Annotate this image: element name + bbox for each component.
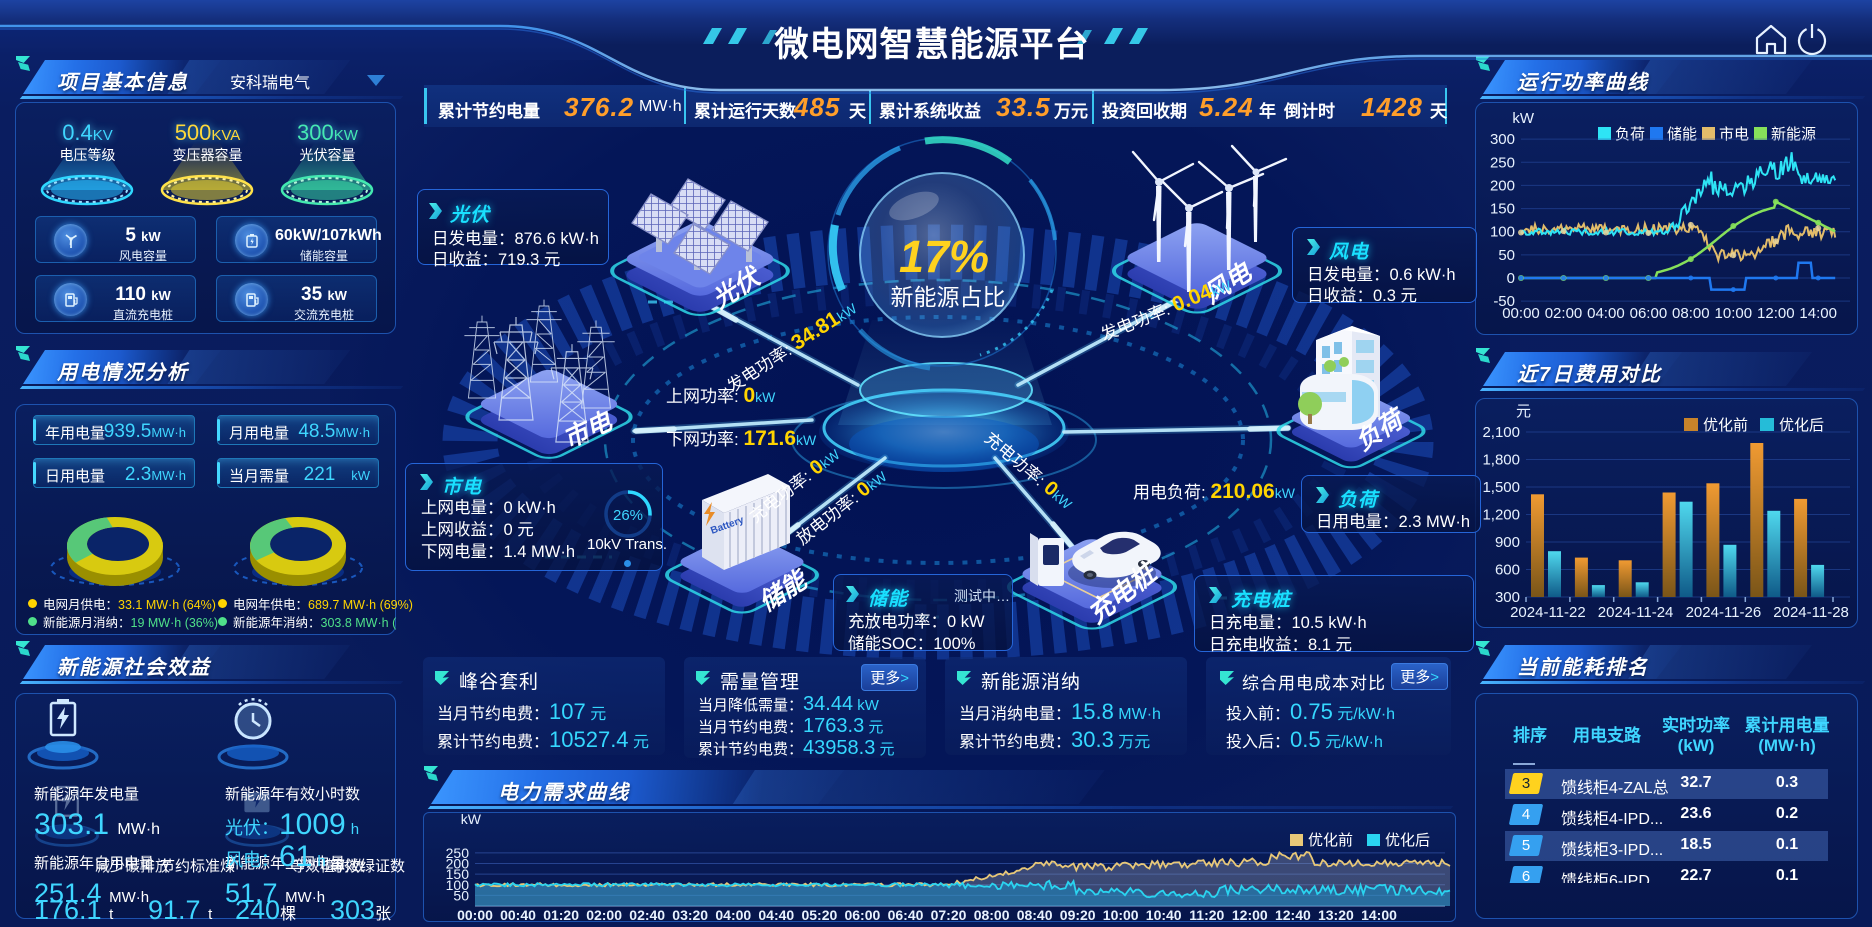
svg-text:10:00: 10:00 bbox=[1715, 305, 1753, 322]
svg-text:10:40: 10:40 bbox=[1146, 907, 1182, 922]
svg-text:01:20: 01:20 bbox=[543, 907, 579, 922]
svg-text:优化前: 优化前 bbox=[1308, 832, 1353, 849]
svg-text:元: 元 bbox=[1516, 403, 1531, 420]
svg-text:00:00: 00:00 bbox=[1502, 305, 1540, 322]
svg-text:2024-11-26: 2024-11-26 bbox=[1686, 604, 1762, 621]
svg-text:下网功率: 171.6kW: 下网功率: 171.6kW bbox=[666, 427, 817, 450]
svg-text:05:20: 05:20 bbox=[801, 907, 837, 922]
svg-text:08:00: 08:00 bbox=[974, 907, 1010, 922]
svg-text:300: 300 bbox=[1495, 589, 1520, 606]
svg-text:-50: -50 bbox=[1493, 293, 1515, 310]
svg-text:150: 150 bbox=[446, 866, 470, 882]
svg-text:100: 100 bbox=[446, 877, 470, 893]
svg-text:200: 200 bbox=[1490, 177, 1515, 194]
svg-text:用电负荷: 210.06kW: 用电负荷: 210.06kW bbox=[1133, 480, 1296, 503]
svg-text:2024-11-22: 2024-11-22 bbox=[1510, 604, 1586, 621]
svg-text:13:20: 13:20 bbox=[1318, 907, 1354, 922]
svg-text:11:20: 11:20 bbox=[1189, 907, 1224, 922]
svg-text:600: 600 bbox=[1495, 562, 1520, 579]
svg-text:优化后: 优化后 bbox=[1779, 417, 1824, 434]
svg-text:06:40: 06:40 bbox=[888, 907, 924, 922]
svg-text:900: 900 bbox=[1495, 534, 1520, 551]
svg-text:04:40: 04:40 bbox=[758, 907, 794, 922]
svg-text:50: 50 bbox=[1498, 247, 1515, 264]
svg-text:150: 150 bbox=[1490, 201, 1515, 218]
svg-text:12:00: 12:00 bbox=[1232, 907, 1268, 922]
svg-text:00:40: 00:40 bbox=[500, 907, 536, 922]
svg-text:02:00: 02:00 bbox=[1545, 305, 1583, 322]
svg-text:08:00: 08:00 bbox=[1672, 305, 1710, 322]
svg-text:kW: kW bbox=[1512, 110, 1535, 127]
svg-text:14:00: 14:00 bbox=[1361, 907, 1397, 922]
svg-text:26%: 26% bbox=[613, 507, 643, 524]
svg-text:0: 0 bbox=[1507, 270, 1515, 287]
svg-text:12:40: 12:40 bbox=[1275, 907, 1311, 922]
svg-text:100: 100 bbox=[1490, 224, 1515, 241]
svg-text:03:20: 03:20 bbox=[672, 907, 708, 922]
svg-text:14:00: 14:00 bbox=[1799, 305, 1837, 322]
svg-text:1,800: 1,800 bbox=[1482, 452, 1520, 469]
svg-text:上网功率: 0kW: 上网功率: 0kW bbox=[666, 384, 776, 407]
svg-text:06:00: 06:00 bbox=[1630, 305, 1668, 322]
svg-text:02:40: 02:40 bbox=[629, 907, 665, 922]
svg-text:250: 250 bbox=[446, 845, 470, 861]
svg-text:kW: kW bbox=[461, 812, 482, 827]
svg-text:50: 50 bbox=[453, 887, 469, 903]
svg-text:1,200: 1,200 bbox=[1482, 507, 1520, 524]
svg-text:10:00: 10:00 bbox=[1103, 907, 1139, 922]
svg-text:200: 200 bbox=[446, 856, 470, 872]
svg-text:12:00: 12:00 bbox=[1757, 305, 1795, 322]
svg-text:07:20: 07:20 bbox=[931, 907, 967, 922]
svg-text:300: 300 bbox=[1490, 131, 1515, 148]
svg-text:2024-11-24: 2024-11-24 bbox=[1598, 604, 1674, 621]
svg-text:新能源占比: 新能源占比 bbox=[891, 284, 1006, 310]
svg-text:优化前: 优化前 bbox=[1703, 417, 1748, 434]
svg-text:04:00: 04:00 bbox=[1587, 305, 1625, 322]
svg-text:2,100: 2,100 bbox=[1482, 424, 1520, 441]
svg-text:08:40: 08:40 bbox=[1017, 907, 1053, 922]
svg-text:02:00: 02:00 bbox=[586, 907, 622, 922]
svg-text:2024-11-28: 2024-11-28 bbox=[1773, 604, 1849, 621]
svg-text:优化后: 优化后 bbox=[1385, 832, 1430, 849]
svg-text:09:20: 09:20 bbox=[1060, 907, 1096, 922]
svg-text:微电网智慧能源平台: 微电网智慧能源平台 bbox=[774, 26, 1090, 64]
svg-text:04:00: 04:00 bbox=[715, 907, 751, 922]
svg-text:00:00: 00:00 bbox=[457, 907, 493, 922]
svg-text:250: 250 bbox=[1490, 154, 1515, 171]
svg-text:06:00: 06:00 bbox=[844, 907, 880, 922]
svg-text:17%: 17% bbox=[899, 231, 989, 282]
svg-text:1,500: 1,500 bbox=[1482, 479, 1520, 496]
